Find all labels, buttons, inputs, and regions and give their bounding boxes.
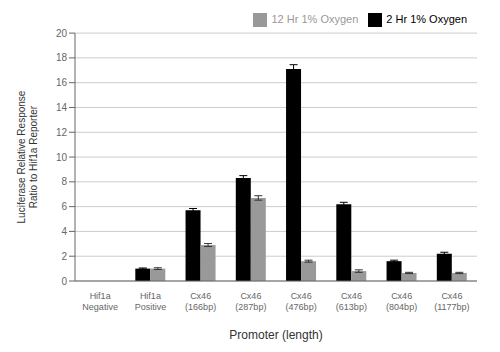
html-text:2 Hr 1% Oxygen: 2 Hr 1% Oxygen	[386, 13, 467, 25]
svg-text:18: 18	[56, 52, 68, 63]
svg-text:Cx46(166bp): Cx46(166bp)	[185, 291, 216, 312]
svg-text:Cx46(1177bp): Cx46(1177bp)	[434, 291, 469, 312]
svg-text:6: 6	[61, 201, 67, 212]
svg-text:Cx46(476bp): Cx46(476bp)	[286, 291, 317, 312]
svg-text:2: 2	[61, 251, 67, 262]
svg-text:4: 4	[61, 226, 67, 237]
svg-text:12: 12	[56, 127, 68, 138]
svg-text:0: 0	[61, 276, 67, 287]
svg-text:Luciferase Relative ResponseRa: Luciferase Relative ResponseRatio to Hif…	[16, 90, 39, 223]
svg-text:10: 10	[56, 152, 68, 163]
svg-text:Cx46(287bp): Cx46(287bp)	[235, 291, 266, 312]
svg-text:Promoter (length): Promoter (length)	[229, 328, 322, 342]
svg-text:8: 8	[61, 176, 67, 187]
svg-text:Cx46(804bp): Cx46(804bp)	[386, 291, 417, 312]
svg-text:14: 14	[56, 102, 68, 113]
svg-text:Hif1aNegative: Hif1aNegative	[82, 291, 118, 312]
svg-text:16: 16	[56, 77, 68, 88]
html-text:12 Hr 1% Oxygen: 12 Hr 1% Oxygen	[271, 13, 359, 25]
svg-text:20: 20	[56, 28, 68, 39]
svg-text:Cx46(613bp): Cx46(613bp)	[336, 291, 367, 312]
svg-text:Hif1aPositive: Hif1aPositive	[135, 291, 167, 312]
